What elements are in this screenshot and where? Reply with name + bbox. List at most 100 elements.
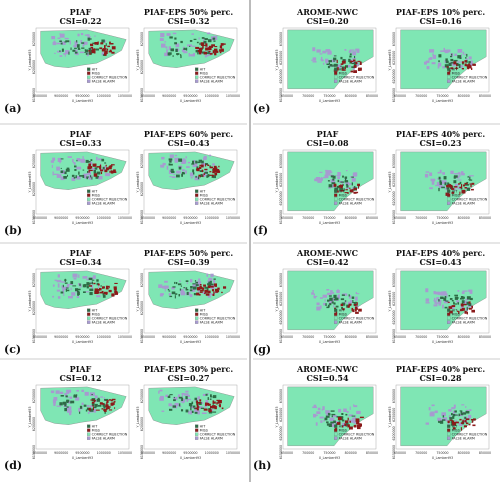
legend-swatch [87,436,91,440]
false-alarm-cell [76,175,81,180]
hit-cell [82,284,86,288]
y-tick-label: 6200000 [392,191,396,205]
legend-label: CORRECT REJECTION [452,432,488,436]
miss-cell [101,408,104,410]
false-alarm-cell [354,415,356,420]
miss-cell [204,289,208,293]
hit-cell [167,289,170,291]
miss-cell [88,163,91,167]
miss-cell [460,422,464,424]
false-alarm-cell [327,292,332,295]
false-alarm-cell [97,158,102,161]
false-alarm-cell [431,404,435,407]
miss-cell [353,65,357,68]
miss-cell [205,43,208,47]
hit-cell [64,408,67,412]
false-alarm-cell [168,169,174,174]
false-alarm-cell [469,175,474,177]
hit-cell [335,297,339,301]
miss-cell [104,45,106,49]
miss-cell [353,304,357,306]
panel-title: PIAF-EPS 40% perc. [396,364,486,374]
false-alarm-cell [162,162,166,166]
hit-cell [336,416,341,418]
miss-cell [94,288,98,291]
false-alarm-cell [317,179,322,183]
false-alarm-cell [204,55,207,58]
x-tick-label: 8500000 [141,451,155,455]
miss-cell [353,188,357,190]
miss-cell [336,67,339,71]
hit-cell [101,39,105,43]
false-alarm-cell [52,157,56,161]
hit-cell [176,174,180,178]
miss-cell [101,48,106,52]
y-tick-label: 6200000 [279,310,283,324]
false-alarm-cell [457,290,460,292]
miss-cell [447,420,450,424]
x-tick-label: 8500000 [33,216,47,220]
hit-cell [342,419,345,422]
hit-cell [342,59,346,63]
hit-cell [211,396,213,398]
false-alarm-cell [320,420,323,423]
legend-label: CORRECT REJECTION [200,197,236,201]
panel-title: PIAF [70,364,92,374]
x-tick-label: 800000 [458,216,470,220]
hit-cell [60,158,64,160]
miss-cell [209,166,214,169]
false-alarm-cell [434,302,438,304]
miss-cell [100,169,104,172]
false-alarm-cell [52,399,56,404]
hit-cell [79,175,83,177]
miss-cell [205,47,209,51]
miss-cell [215,169,220,172]
false-alarm-cell [57,157,62,162]
hit-cell [104,411,106,414]
y-axis-label: Y_Lambert93 [388,407,392,428]
miss-cell [450,185,453,189]
y-axis-label: Y_Lambert93 [275,50,279,71]
hit-cell [96,171,101,175]
hit-cell [458,413,460,417]
false-alarm-cell [103,166,106,169]
miss-cell [97,288,101,291]
miss-cell [449,307,452,309]
false-alarm-cell [197,282,201,287]
false-alarm-cell [450,409,452,412]
miss-cell [471,305,473,309]
legend-swatch [195,308,199,312]
hit-cell [189,289,193,292]
miss-cell [459,191,461,195]
false-alarm-cell [212,163,215,166]
false-alarm-cell [460,305,464,309]
miss-cell [211,44,215,47]
false-alarm-cell [80,40,83,44]
hit-cell [65,168,70,172]
false-alarm-cell [78,159,81,161]
panel-csi: CSI=0.27 [167,373,209,383]
hit-cell [180,40,183,44]
false-alarm-cell [69,412,72,416]
false-alarm-cell [353,404,355,406]
hit-cell [63,176,67,179]
miss-cell [209,409,211,413]
false-alarm-cell [103,397,105,401]
hit-cell [442,415,445,418]
miss-cell [113,170,116,173]
false-alarm-cell [327,51,332,55]
x-axis-label: X_Lambert93 [432,456,453,460]
y-tick-label: 6200000 [32,417,36,431]
hit-cell [445,300,449,302]
hit-cell [85,52,88,55]
hit-cell [92,42,97,44]
false-alarm-cell [164,280,168,283]
x-tick-label: 700000 [415,94,427,98]
y-tick-label: 6150000 [392,210,396,224]
miss-cell [334,307,336,309]
hit-cell [439,180,442,183]
hit-cell [201,160,204,164]
y-axis-label: Y_Lambert93 [388,172,392,193]
hit-cell [77,288,81,291]
